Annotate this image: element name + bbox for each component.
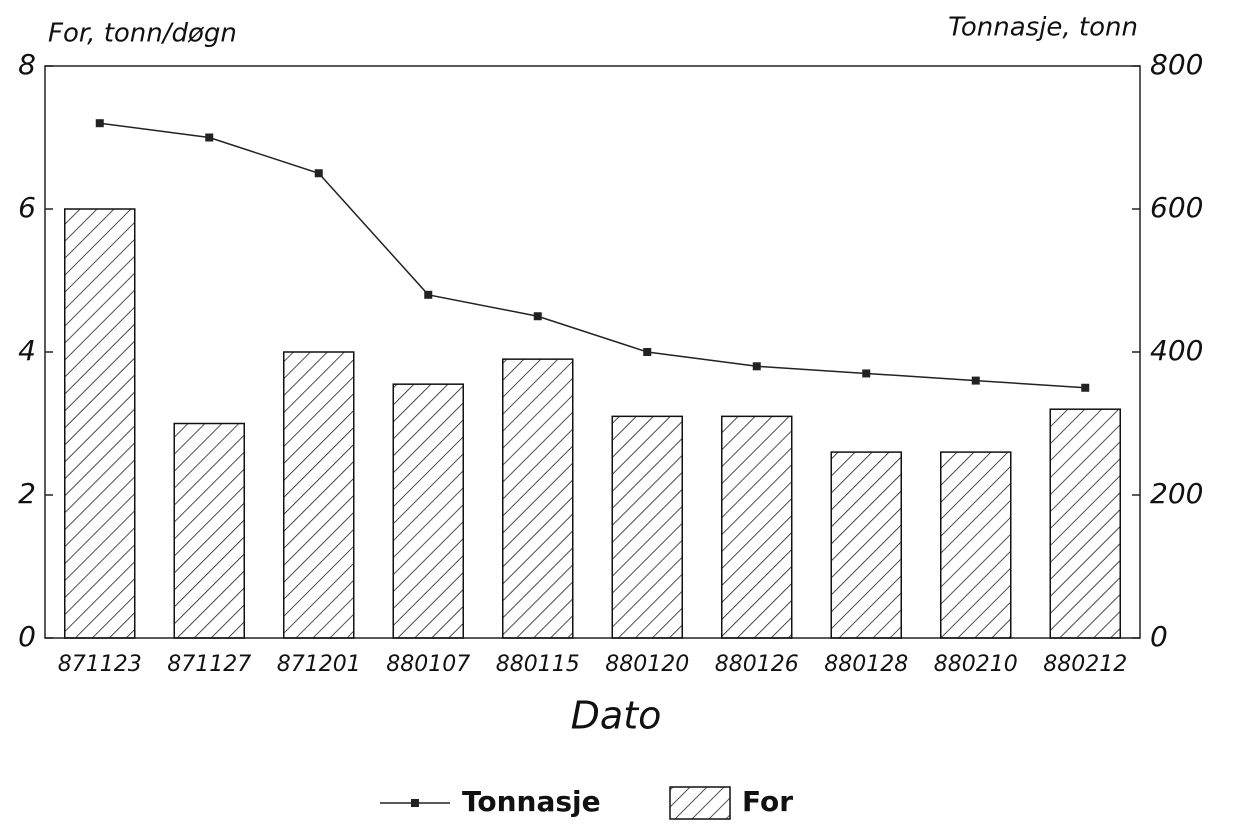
x-tick-label: 880128: [824, 652, 908, 677]
x-axis-title: Dato: [571, 694, 662, 738]
y-tick-label: 4: [18, 334, 36, 367]
legend-label: Tonnasje: [462, 785, 601, 818]
line-marker: [314, 169, 323, 178]
x-tick-label: 880120: [605, 652, 689, 677]
x-tick-label: 880210: [934, 652, 1018, 677]
y2-tick-label: 600: [1150, 191, 1203, 224]
legend-marker: [411, 799, 419, 807]
x-tick-label: 871127: [167, 652, 251, 677]
bar: [502, 358, 574, 639]
bar: [64, 208, 136, 639]
line-marker: [205, 133, 214, 142]
x-tick-label: 880212: [1043, 652, 1127, 677]
legend-swatch: [669, 786, 731, 820]
y-tick-label: 6: [18, 191, 36, 224]
x-tick-label: 880126: [715, 652, 799, 677]
bar: [611, 415, 683, 639]
y2-axis-title: Tonnasje, tonn: [948, 13, 1138, 43]
y-tick-label: 2: [18, 477, 36, 510]
line-marker: [95, 119, 104, 128]
x-tick-label: 880115: [496, 652, 580, 677]
bar: [721, 415, 793, 639]
x-tick-label: 871201: [277, 652, 361, 677]
bar: [1049, 408, 1121, 639]
bar: [283, 351, 355, 639]
y2-tick-label: 0: [1150, 620, 1168, 653]
bar: [940, 451, 1012, 639]
line-marker: [533, 312, 542, 321]
line-marker: [1081, 383, 1090, 392]
line-marker: [971, 376, 980, 385]
bar: [392, 383, 464, 639]
y-axis-title: For, tonn/døgn: [48, 19, 237, 49]
x-tick-label: 871123: [58, 652, 142, 677]
line: [99, 122, 1086, 389]
y-tick-label: 8: [18, 48, 36, 81]
line-marker: [643, 348, 652, 356]
bar: [173, 422, 245, 639]
bar: [830, 451, 902, 639]
line-marker: [752, 362, 761, 371]
legend-label: For: [742, 785, 793, 818]
y2-tick-label: 200: [1150, 477, 1203, 510]
y2-tick-label: 800: [1150, 48, 1203, 81]
line-marker: [862, 369, 871, 378]
line-marker: [424, 290, 433, 299]
x-tick-label: 880107: [386, 652, 470, 677]
y-tick-label: 0: [18, 620, 36, 653]
y2-tick-label: 400: [1150, 334, 1203, 367]
